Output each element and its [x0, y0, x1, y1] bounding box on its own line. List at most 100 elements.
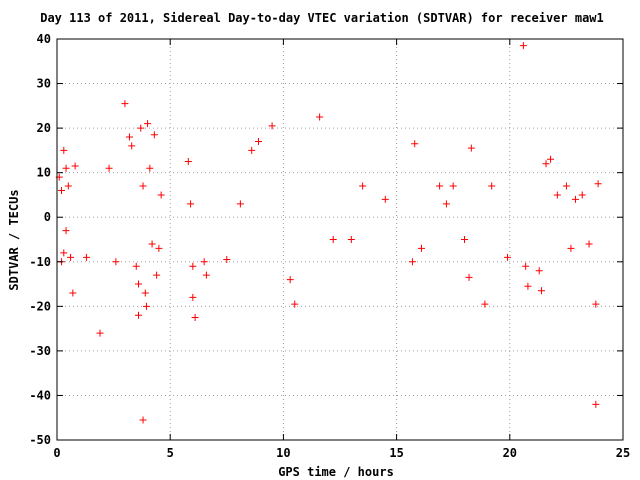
data-point: [481, 300, 489, 308]
data-point: [69, 289, 77, 297]
x-tick-label: 5: [167, 446, 174, 460]
data-point: [155, 244, 163, 252]
data-point: [200, 258, 208, 266]
data-point: [142, 302, 150, 310]
axis-ticks: [56, 38, 624, 441]
data-point: [316, 113, 324, 121]
data-point: [547, 155, 555, 163]
data-point: [291, 300, 299, 308]
data-point: [449, 182, 457, 190]
data-point: [191, 313, 199, 321]
data-point: [578, 191, 586, 199]
y-tick-label: 30: [37, 77, 51, 91]
y-tick-label: 0: [44, 210, 51, 224]
data-point: [329, 236, 337, 243]
data-point: [139, 416, 147, 424]
data-point: [112, 258, 120, 266]
data-point: [144, 120, 152, 128]
data-point: [562, 182, 570, 190]
y-tick-label: 10: [37, 166, 51, 180]
data-point: [522, 262, 530, 270]
plot-frame: [56, 38, 624, 441]
data-point: [542, 160, 550, 168]
data-point: [248, 146, 256, 154]
data-point: [64, 182, 72, 190]
data-point: [268, 122, 276, 130]
data-point: [135, 311, 143, 319]
data-point: [592, 400, 600, 408]
data-point: [488, 182, 496, 190]
x-tick-label: 15: [389, 446, 403, 460]
chart-title: Day 113 of 2011, Sidereal Day-to-day VTE…: [40, 11, 604, 25]
data-point: [187, 200, 195, 208]
x-axis-label: GPS time / hours: [278, 465, 394, 479]
data-point: [571, 195, 579, 203]
data-point: [347, 236, 355, 243]
data-point: [535, 267, 543, 275]
y-tick-label: -30: [29, 344, 51, 358]
data-point: [524, 282, 532, 290]
x-tick-label: 25: [616, 446, 630, 460]
tick-labels: 0 5 10 15 20 25 -50 -40 -30 -20 -10 0 10 20 30 40: [29, 32, 630, 460]
data-point: [105, 164, 113, 172]
x-tick-label: 10: [276, 446, 290, 460]
data-point: [504, 253, 512, 261]
x-tick-label: 0: [53, 446, 60, 460]
y-tick-label: 40: [37, 32, 51, 46]
y-tick-label: -20: [29, 299, 51, 313]
data-point: [567, 244, 575, 252]
data-point: [132, 262, 140, 270]
data-point: [236, 200, 244, 208]
data-point: [135, 280, 143, 288]
data-point: [254, 137, 262, 145]
data-point: [461, 236, 469, 243]
data-point: [418, 244, 426, 252]
data-point: [467, 144, 475, 152]
data-point: [408, 258, 416, 266]
data-point: [139, 182, 147, 190]
data-point: [62, 164, 70, 172]
y-tick-label: -10: [29, 255, 51, 269]
data-point: [381, 195, 389, 203]
data-point: [184, 158, 192, 166]
data-point: [359, 182, 367, 190]
y-tick-label: 20: [37, 121, 51, 135]
data-point: [125, 133, 133, 141]
data-point: [150, 131, 158, 139]
data-point: [592, 300, 600, 308]
data-point: [585, 240, 593, 248]
data-point: [553, 191, 561, 199]
x-tick-label: 20: [503, 446, 517, 460]
data-point: [153, 271, 161, 279]
y-tick-label: -40: [29, 388, 51, 402]
data-point: [96, 329, 104, 337]
data-point: [58, 186, 66, 194]
data-point: [60, 249, 68, 257]
data-point: [71, 162, 79, 170]
data-point: [62, 227, 70, 235]
data-point: [189, 262, 197, 270]
data-point: [121, 100, 129, 108]
data-points: [55, 42, 602, 424]
data-point: [411, 140, 419, 148]
data-point: [223, 256, 231, 264]
y-tick-label: -50: [29, 433, 51, 447]
data-point: [519, 42, 527, 50]
data-point: [442, 200, 450, 208]
data-point: [436, 182, 444, 190]
y-axis-label: SDTVAR / TECUs: [7, 189, 21, 290]
data-point: [189, 293, 197, 301]
data-point: [537, 287, 545, 295]
grid-lines: [57, 39, 623, 440]
data-point: [146, 164, 154, 172]
data-point: [137, 124, 145, 132]
data-point: [141, 289, 149, 297]
data-point: [60, 146, 68, 154]
data-point: [465, 273, 473, 281]
data-point: [82, 253, 90, 261]
data-point: [67, 253, 75, 261]
data-point: [594, 180, 602, 188]
data-point: [202, 271, 210, 279]
data-point: [157, 191, 165, 199]
